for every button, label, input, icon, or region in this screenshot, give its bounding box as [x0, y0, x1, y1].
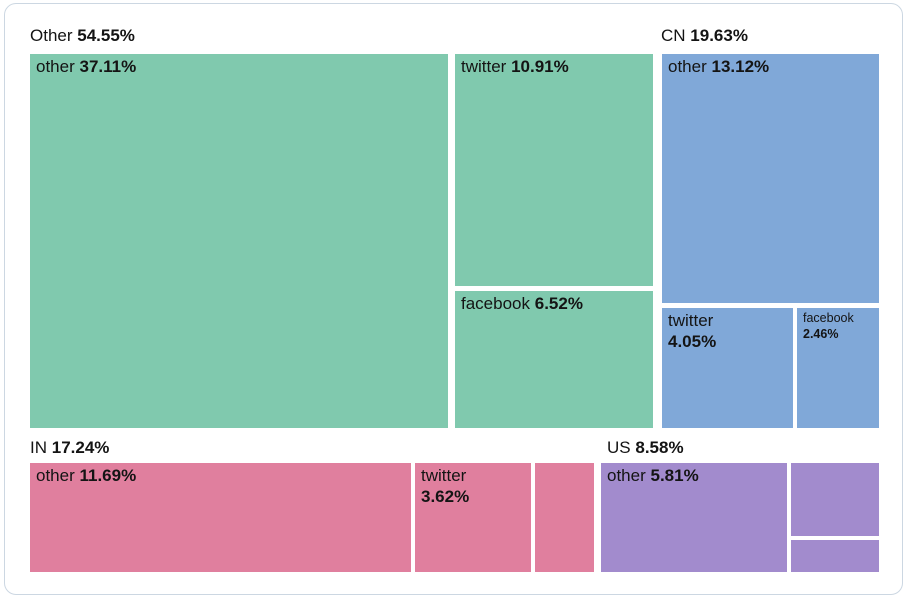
- cell-percent: 2.46%: [803, 326, 839, 341]
- group-label-in: IN 17.24%: [30, 438, 109, 458]
- group-label-us: US 8.58%: [607, 438, 684, 458]
- cell-percent: 5.81%: [650, 466, 699, 485]
- cell-percent: 4.05%: [668, 331, 717, 351]
- cell-percent: 13.12%: [711, 57, 770, 76]
- treemap-cell-us-other[interactable]: other 5.81%: [601, 463, 787, 572]
- cell-percent: 6.52%: [534, 294, 583, 313]
- treemap-cell-other-twitter[interactable]: twitter 10.91%: [455, 54, 653, 286]
- group-percent: 17.24%: [51, 438, 110, 457]
- cell-name: twitter: [461, 57, 507, 76]
- group-percent: 8.58%: [635, 438, 684, 457]
- group-name: Other: [30, 26, 73, 45]
- cell-name: twitter: [421, 466, 467, 485]
- group-name: US: [607, 438, 631, 457]
- group-label-cn: CN 19.63%: [661, 26, 748, 46]
- treemap-cell-us-unlabeled-1[interactable]: [791, 463, 879, 536]
- treemap-cell-us-unlabeled-2[interactable]: [791, 540, 879, 572]
- cell-name: other: [36, 57, 75, 76]
- cell-name: other: [668, 57, 707, 76]
- treemap-cell-cn-twitter[interactable]: twitter 4.05%: [662, 308, 793, 428]
- treemap-cell-other-other[interactable]: other 37.11%: [30, 54, 448, 428]
- group-percent: 54.55%: [77, 26, 135, 45]
- cell-name: other: [36, 466, 75, 485]
- group-name: CN: [661, 26, 686, 45]
- cell-name: facebook: [803, 311, 854, 325]
- treemap-cell-cn-facebook[interactable]: facebook 2.46%: [797, 308, 879, 428]
- cell-name: twitter: [668, 311, 714, 330]
- treemap-cell-in-other[interactable]: other 11.69%: [30, 463, 411, 572]
- group-percent: 19.63%: [690, 26, 748, 45]
- treemap-cell-in-twitter[interactable]: twitter 3.62%: [415, 463, 531, 572]
- cell-percent: 11.69%: [79, 466, 137, 485]
- group-name: IN: [30, 438, 47, 457]
- cell-percent: 3.62%: [421, 486, 470, 506]
- cell-name: facebook: [461, 294, 530, 313]
- treemap-cell-cn-other[interactable]: other 13.12%: [662, 54, 879, 303]
- treemap-cell-in-unlabeled[interactable]: [535, 463, 594, 572]
- group-label-other: Other 54.55%: [30, 26, 135, 46]
- cell-percent: 10.91%: [511, 57, 569, 76]
- treemap-cell-other-facebook[interactable]: facebook 6.52%: [455, 291, 653, 428]
- cell-percent: 37.11%: [79, 57, 137, 76]
- cell-name: other: [607, 466, 646, 485]
